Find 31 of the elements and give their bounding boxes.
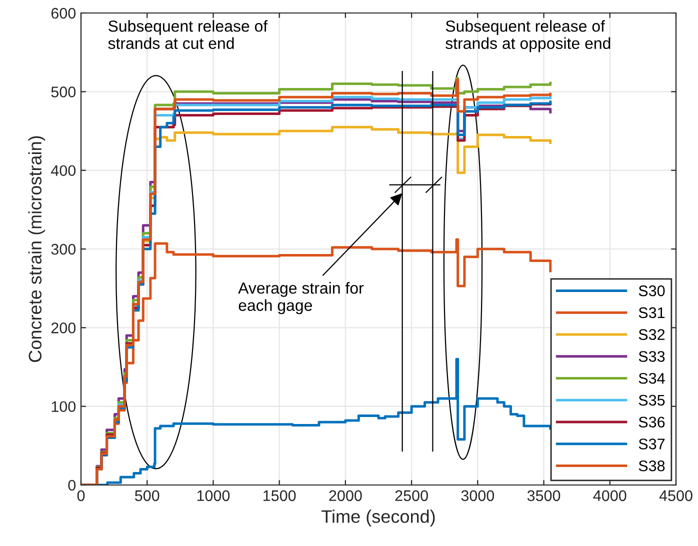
- y-tick-label: 200: [51, 322, 76, 334]
- annotation: Subsequent release of strands at cut end: [108, 20, 268, 50]
- y-tick-label: 300: [51, 244, 76, 255]
- y-tick-label: 600: [51, 8, 76, 19]
- x-tick-label: 4000: [593, 490, 626, 502]
- x-tick-label: 2500: [395, 490, 428, 502]
- annotation: Average strain for each gage: [238, 282, 364, 314]
- legend-label: S38: [638, 460, 665, 472]
- annotation: Subsequent release of strands at opposite end: [446, 20, 610, 52]
- legend-label: S35: [638, 394, 665, 406]
- x-tick-label: 3000: [461, 490, 494, 502]
- legend-label: S31: [638, 307, 665, 318]
- x-tick-label: 4500: [659, 490, 692, 502]
- x-tick-label: 3500: [527, 490, 560, 502]
- y-axis-title: Concrete strain (microstrain): [28, 136, 46, 362]
- x-tick-label: 2000: [329, 490, 362, 502]
- y-tick-label: 100: [52, 401, 76, 412]
- x-tick-label: 500: [134, 490, 160, 502]
- x-tick-label: 1500: [264, 490, 296, 502]
- x-tick-label: 0: [77, 490, 85, 502]
- y-tick-label: 500: [51, 86, 76, 98]
- legend-label: S32: [638, 329, 665, 340]
- legend-label: S30: [638, 285, 665, 296]
- legend-label: S34: [638, 372, 665, 384]
- legend-label: S36: [638, 416, 665, 428]
- legend-label: S37: [638, 438, 665, 450]
- y-tick-label: 400: [51, 165, 76, 176]
- x-tick-label: 1000: [197, 490, 230, 502]
- y-tick-label: 0: [68, 480, 76, 491]
- legend-label: S33: [638, 351, 665, 362]
- x-axis-title: Time (second): [322, 510, 435, 526]
